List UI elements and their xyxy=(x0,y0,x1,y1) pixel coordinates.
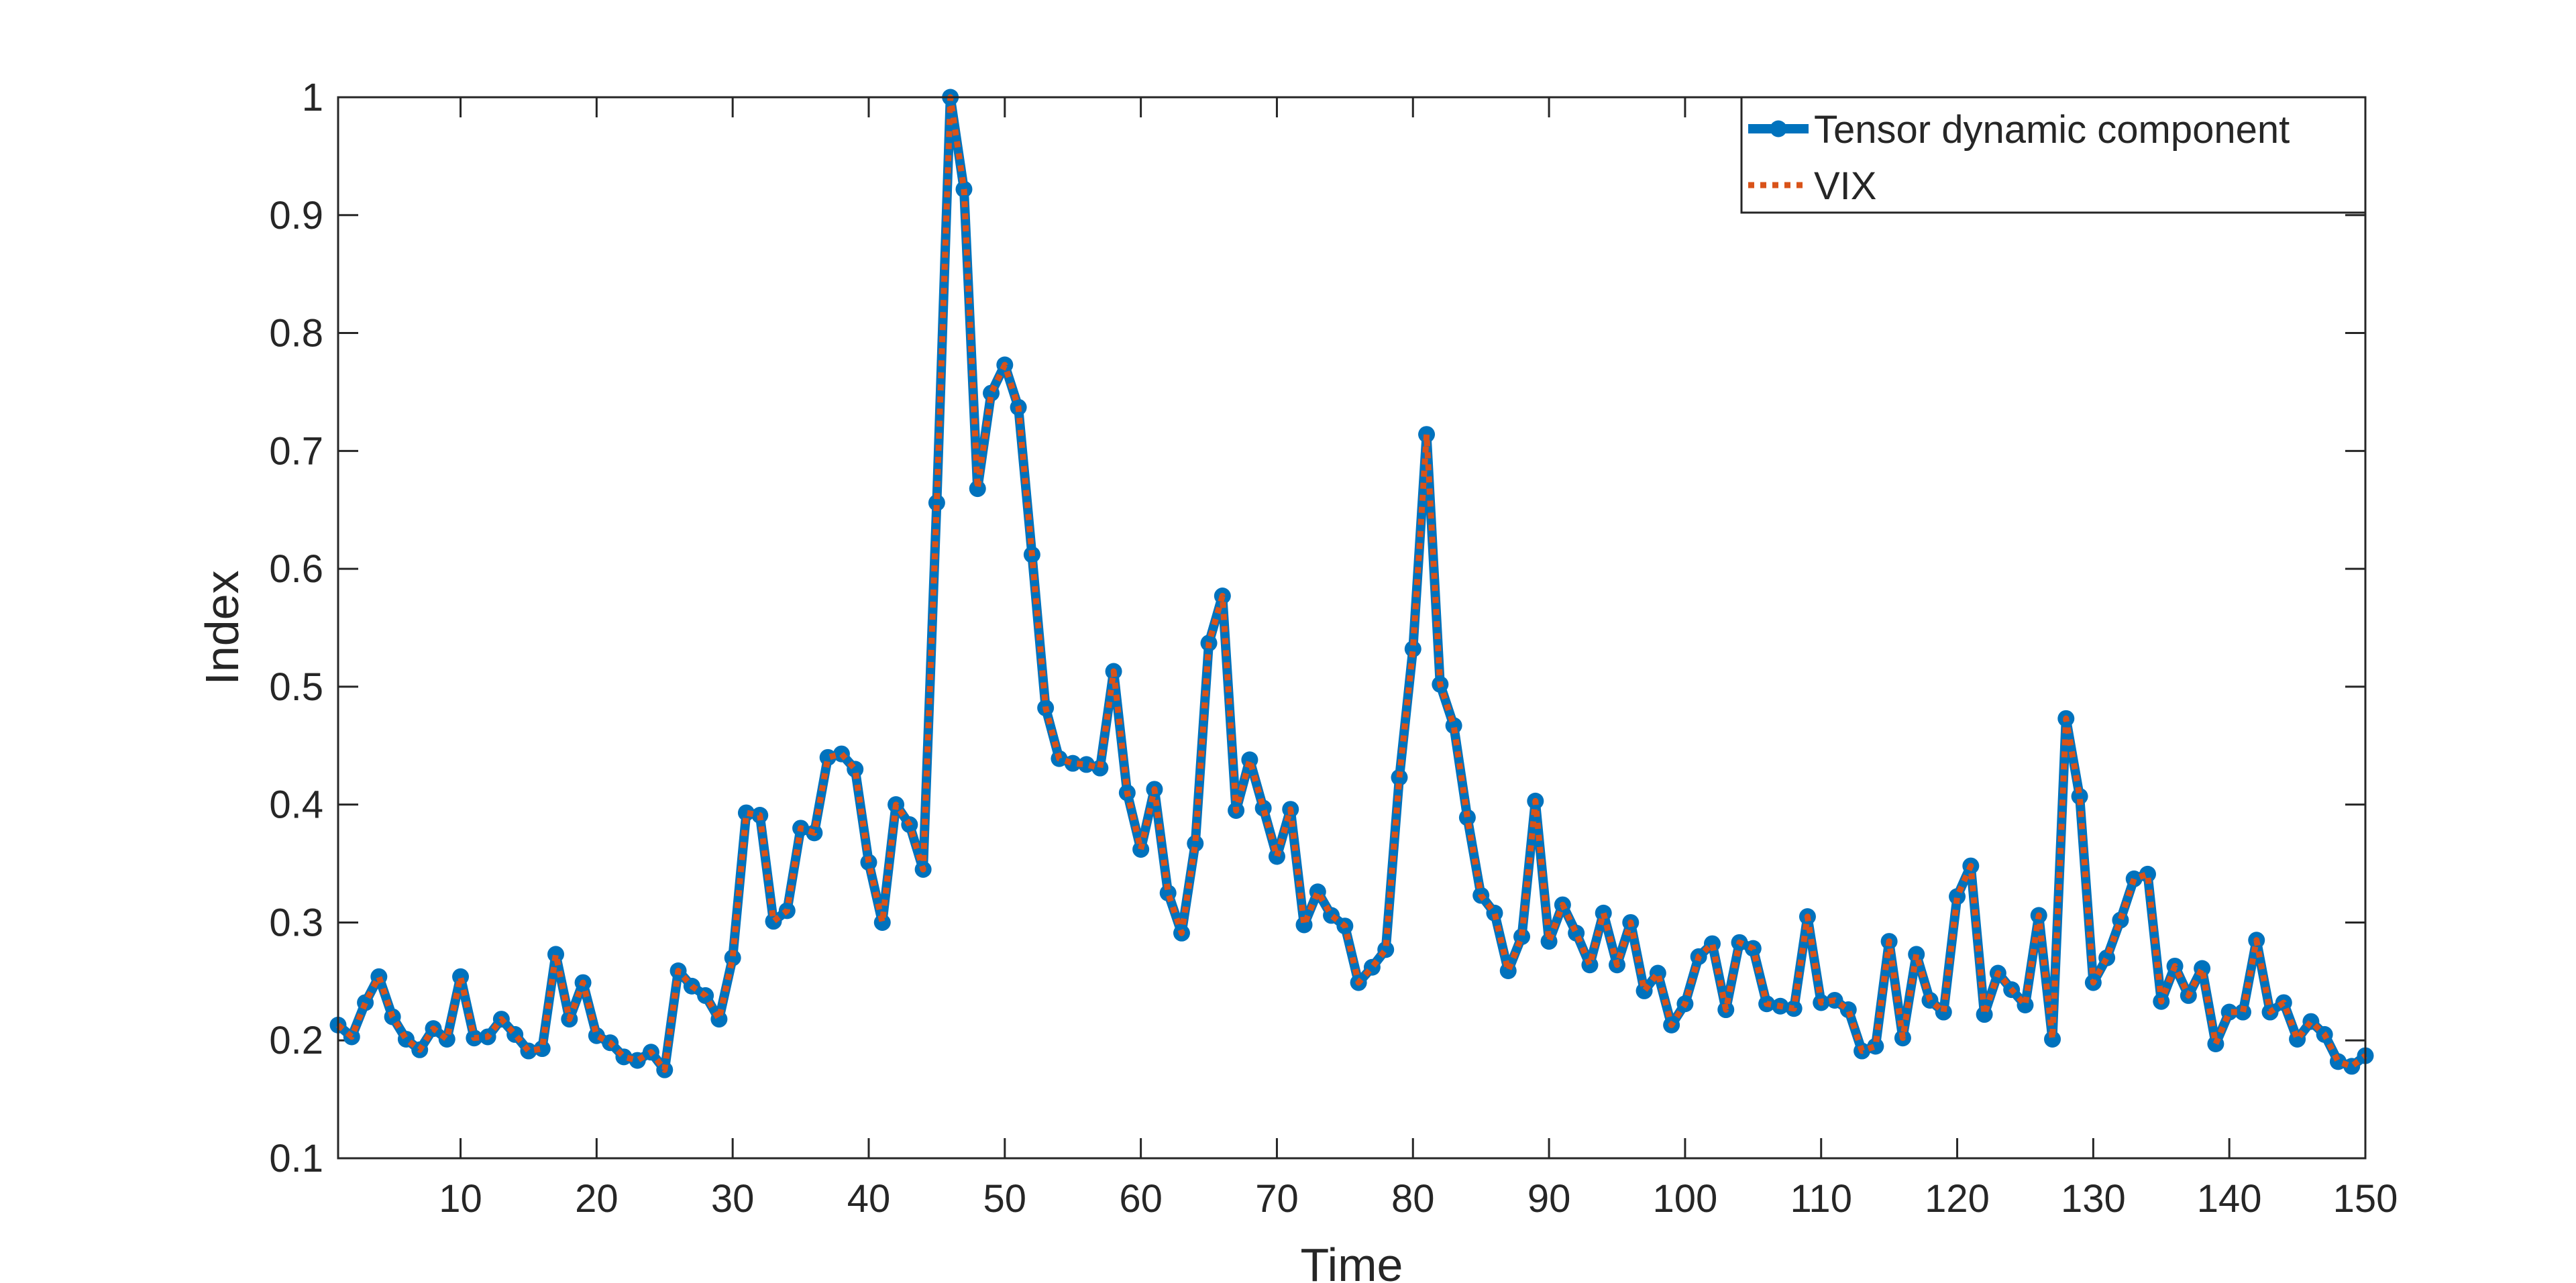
x-tick-label: 30 xyxy=(711,1177,755,1221)
data-point-tensor xyxy=(2044,1030,2061,1048)
x-tick-label: 10 xyxy=(439,1177,482,1221)
data-point-tensor xyxy=(1908,946,1925,963)
y-tick-label: 0.2 xyxy=(269,1019,323,1062)
y-tick-label: 1 xyxy=(302,76,323,119)
data-point-tensor xyxy=(1458,809,1476,826)
y-tick-label: 0.8 xyxy=(269,312,323,355)
y-tick-label: 0.7 xyxy=(269,429,323,473)
y-tick-label: 0.4 xyxy=(269,783,323,827)
data-point-tensor xyxy=(1391,769,1408,786)
x-tick-label: 90 xyxy=(1527,1177,1571,1221)
y-tick-label: 0.5 xyxy=(269,665,323,709)
x-tick-label: 130 xyxy=(2061,1177,2126,1221)
series-layer xyxy=(329,89,2374,1078)
series-line-vix xyxy=(336,94,2367,1073)
data-point-tensor xyxy=(928,494,945,512)
y-axis-title: Index xyxy=(196,570,248,685)
data-point-tensor xyxy=(547,946,565,963)
y-tick-label: 0.6 xyxy=(269,547,323,591)
x-tick-label: 70 xyxy=(1255,1177,1299,1221)
legend-label-vix: VIX xyxy=(1814,164,1877,208)
x-tick-label: 120 xyxy=(1925,1177,1990,1221)
data-point-tensor xyxy=(1404,640,1421,658)
data-point-tensor xyxy=(1418,426,1436,443)
y-tick-label: 0.1 xyxy=(269,1137,323,1180)
data-point-tensor xyxy=(1132,840,1150,858)
data-point-tensor xyxy=(1187,835,1204,852)
x-tick-label: 80 xyxy=(1391,1177,1435,1221)
legend: Tensor dynamic component VIX xyxy=(1740,96,2367,214)
x-tick-label: 100 xyxy=(1653,1177,1718,1221)
y-tick-label: 0.9 xyxy=(269,194,323,237)
data-point-tensor xyxy=(737,804,755,822)
x-tick-label: 40 xyxy=(847,1177,891,1221)
plot-frame xyxy=(337,96,2367,1160)
data-point-tensor xyxy=(833,745,850,763)
data-point-tensor xyxy=(873,913,891,931)
y-tick-label: 0.3 xyxy=(269,901,323,944)
data-point-tensor xyxy=(2234,1003,2251,1021)
x-tick-label: 20 xyxy=(575,1177,619,1221)
data-point-tensor xyxy=(724,949,741,966)
data-point-tensor xyxy=(2071,787,2088,805)
x-tick-label: 60 xyxy=(1119,1177,1163,1221)
x-tick-label: 150 xyxy=(2333,1177,2398,1221)
x-tick-label: 110 xyxy=(1790,1177,1851,1221)
data-point-tensor xyxy=(1091,759,1109,777)
x-tick-label: 50 xyxy=(983,1177,1027,1221)
x-tick-label: 140 xyxy=(2197,1177,2262,1221)
data-point-tensor xyxy=(533,1040,551,1058)
legend-label-tensor: Tensor dynamic component xyxy=(1814,108,2290,152)
legend-swatch-marker-tensor xyxy=(1770,120,1787,137)
data-point-tensor xyxy=(969,480,986,498)
plot-area-border xyxy=(337,96,2367,1160)
legend-box xyxy=(1740,96,2367,214)
data-point-tensor xyxy=(452,968,470,985)
x-axis-title: Time xyxy=(1301,1239,1403,1283)
